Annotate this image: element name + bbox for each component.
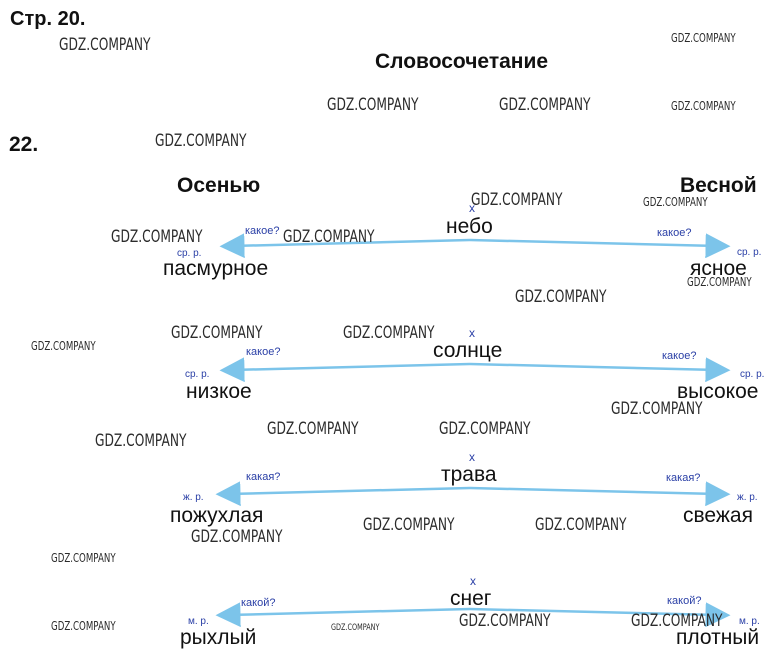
watermark: GDZ.COMPANY	[687, 275, 752, 289]
watermark: GDZ.COMPANY	[515, 287, 607, 307]
arrow-row-4	[215, 602, 731, 628]
watermark: GDZ.COMPANY	[671, 99, 736, 113]
watermark: GDZ.COMPANY	[95, 431, 187, 451]
page-title: Словосочетание	[375, 50, 549, 73]
stress-mark: x	[469, 201, 475, 215]
watermark: GDZ.COMPANY	[111, 227, 203, 247]
noun-word: солнце	[433, 339, 503, 362]
arrow-row-3	[215, 481, 731, 507]
noun-word: снег	[450, 587, 492, 610]
watermark: GDZ.COMPANY	[327, 95, 419, 115]
adjective-left: пожухлая	[170, 504, 264, 527]
watermark: GDZ.COMPANY	[267, 419, 359, 439]
watermark: GDZ.COMPANY	[155, 131, 247, 151]
question-left: какое?	[246, 346, 281, 358]
adjective-right: ясное	[690, 257, 747, 280]
gender-left: ж. р.	[183, 492, 204, 503]
task-number: 22.	[9, 133, 39, 156]
watermark: GDZ.COMPANY	[331, 623, 380, 633]
question-right: какой?	[667, 595, 702, 607]
watermark: GDZ.COMPANY	[31, 339, 96, 353]
watermark: GDZ.COMPANY	[51, 551, 116, 565]
watermark: GDZ.COMPANY	[283, 227, 375, 247]
stress-mark: x	[470, 574, 476, 588]
adjective-left: пасмурное	[163, 257, 269, 280]
question-left: какой?	[241, 597, 276, 609]
column-right-heading: Весной	[680, 174, 757, 197]
question-right: какая?	[666, 472, 701, 484]
noun-word: трава	[441, 463, 497, 486]
watermark: GDZ.COMPANY	[611, 399, 703, 419]
question-right: какое?	[657, 227, 692, 239]
watermark: GDZ.COMPANY	[671, 31, 736, 45]
gender-right: м. р.	[739, 616, 760, 627]
watermark: GDZ.COMPANY	[343, 323, 435, 343]
gender-left: ср. р.	[177, 248, 202, 259]
adjective-left: низкое	[186, 380, 252, 403]
gender-right: ж. р.	[737, 492, 758, 503]
adjective-right: плотный	[676, 626, 760, 649]
gender-left: ср. р.	[185, 369, 210, 380]
watermark: GDZ.COMPANY	[471, 190, 563, 210]
adjective-right: высокое	[677, 380, 759, 403]
watermark: GDZ.COMPANY	[191, 527, 283, 547]
question-right: какое?	[662, 350, 697, 362]
watermark: GDZ.COMPANY	[631, 611, 723, 631]
column-left-heading: Осенью	[177, 174, 261, 197]
adjective-right: свежая	[683, 504, 753, 527]
adjective-left: рыхлый	[180, 626, 257, 649]
watermark: GDZ.COMPANY	[171, 323, 263, 343]
question-left: какое?	[245, 225, 280, 237]
watermark: GDZ.COMPANY	[59, 35, 151, 55]
gender-left: м. р.	[188, 616, 209, 627]
watermark: GDZ.COMPANY	[51, 619, 116, 633]
watermark: GDZ.COMPANY	[439, 419, 531, 439]
arrow-row-2	[219, 357, 731, 383]
stress-mark: x	[469, 326, 475, 340]
watermark: GDZ.COMPANY	[459, 611, 551, 631]
watermark: GDZ.COMPANY	[643, 195, 708, 209]
watermark: GDZ.COMPANY	[535, 515, 627, 535]
gender-right: ср. р.	[737, 247, 762, 258]
watermark: GDZ.COMPANY	[363, 515, 455, 535]
watermark: GDZ.COMPANY	[499, 95, 591, 115]
gender-right: ср. р.	[740, 369, 765, 380]
arrow-row-1	[219, 233, 731, 259]
page-number: Стр. 20.	[10, 8, 86, 30]
noun-word: небо	[446, 215, 493, 238]
question-left: какая?	[246, 471, 281, 483]
stress-mark: x	[469, 450, 475, 464]
